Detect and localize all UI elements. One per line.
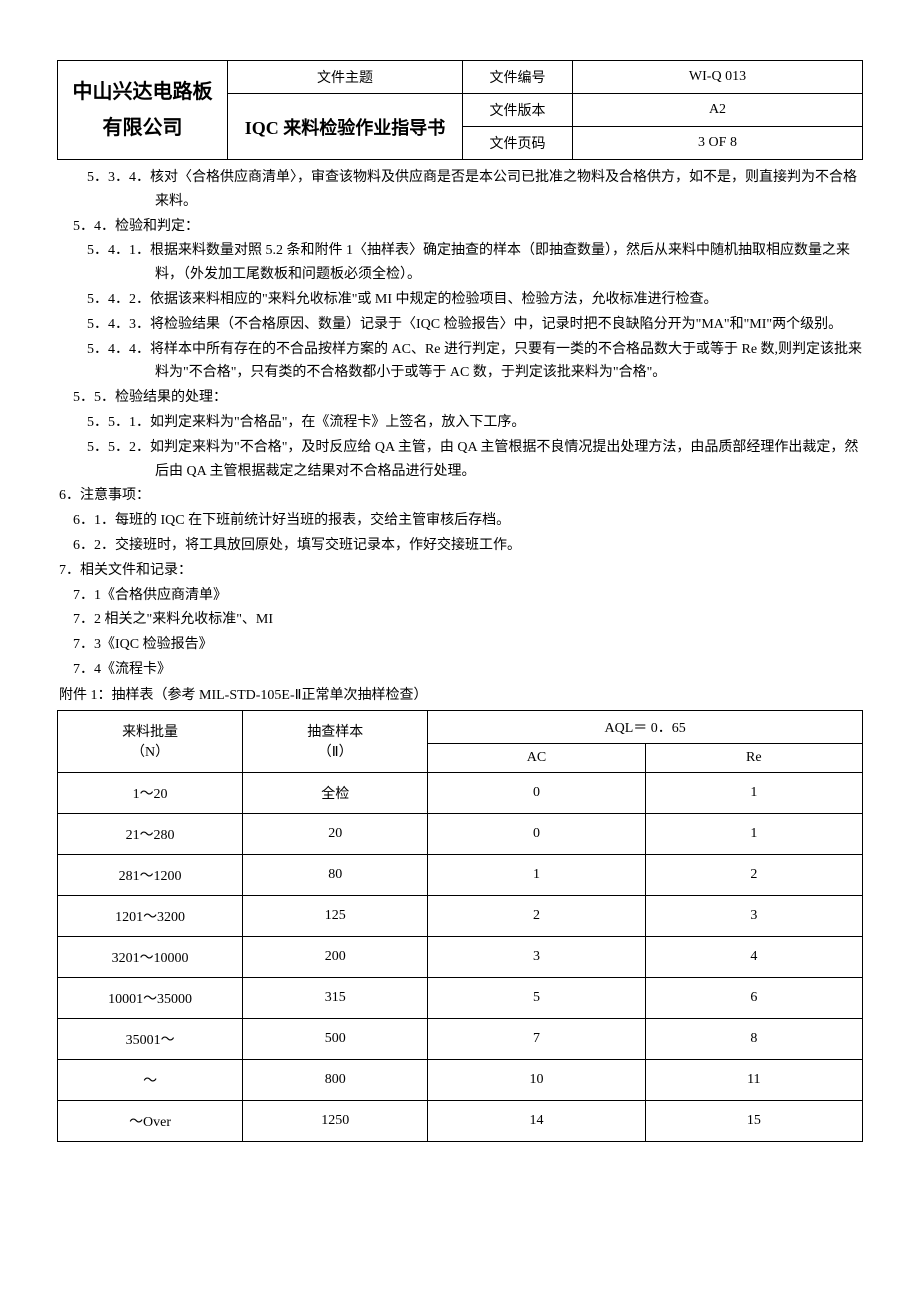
- cell-sample: 315: [243, 977, 428, 1018]
- cell-ac: 1: [428, 854, 645, 895]
- version-label: 文件版本: [463, 94, 573, 127]
- table-row: ～Over12501415: [58, 1100, 863, 1141]
- cell-ac: 3: [428, 936, 645, 977]
- cell-batch: 1～20: [58, 772, 243, 813]
- para-62: 6．2．交接班时，将工具放回原处，填写交班记录本，作好交接班工作。: [59, 534, 863, 558]
- page-value: 3 OF 8: [573, 127, 863, 160]
- table-row: 21～2802001: [58, 813, 863, 854]
- cell-re: 15: [645, 1100, 862, 1141]
- col-batch-header: 来料批量 （N）: [58, 710, 243, 772]
- cell-ac: 14: [428, 1100, 645, 1141]
- para-541: 5．4．1．根据来料数量对照 5.2 条和附件 1〈抽样表〉确定抽查的样本（即抽…: [59, 239, 863, 287]
- cell-sample: 500: [243, 1018, 428, 1059]
- col-batch-h2: （N）: [131, 745, 169, 760]
- para-534: 5．3．4．核对〈合格供应商清单〉，审查该物料及供应商是否是本公司已批准之物料及…: [59, 166, 863, 214]
- cell-re: 4: [645, 936, 862, 977]
- re-header: Re: [645, 743, 862, 772]
- cell-ac: 2: [428, 895, 645, 936]
- cell-sample: 1250: [243, 1100, 428, 1141]
- cell-batch: 1201～3200: [58, 895, 243, 936]
- document-title: IQC 来料检验作业指导书: [228, 94, 463, 160]
- cell-batch: ～: [58, 1059, 243, 1100]
- table-row: 10001～3500031556: [58, 977, 863, 1018]
- cell-ac: 5: [428, 977, 645, 1018]
- cell-sample: 200: [243, 936, 428, 977]
- cell-ac: 7: [428, 1018, 645, 1059]
- cell-re: 2: [645, 854, 862, 895]
- subject-label: 文件主题: [228, 61, 463, 94]
- appendix-title: 附件 1：抽样表（参考 MIL-STD-105E-Ⅱ正常单次抽样检查）: [59, 684, 863, 708]
- cell-batch: 10001～35000: [58, 977, 243, 1018]
- cell-ac: 0: [428, 772, 645, 813]
- col-sample-h2: （Ⅱ）: [318, 745, 353, 760]
- cell-batch: 21～280: [58, 813, 243, 854]
- para-542: 5．4．2．依据该来料相应的"来料允收标准"或 MI 中规定的检验项目、检验方法…: [59, 288, 863, 312]
- para-6: 6．注意事项：: [59, 484, 863, 508]
- table-row: 1～20全检01: [58, 772, 863, 813]
- cell-batch: 281～1200: [58, 854, 243, 895]
- para-74: 7．4《流程卡》: [59, 658, 863, 682]
- page-label: 文件页码: [463, 127, 573, 160]
- document-header-table: 中山兴达电路板有限公司 文件主题 文件编号 WI-Q 013 IQC 来料检验作…: [57, 60, 863, 160]
- para-72: 7．2 相关之"来料允收标准"、MI: [59, 608, 863, 632]
- sampling-table: 来料批量 （N） 抽查样本 （Ⅱ） AQL＝ 0．65 AC Re 1～20全检…: [57, 710, 863, 1142]
- table-row: ～8001011: [58, 1059, 863, 1100]
- para-543: 5．4．3．将检验结果（不合格原因、数量）记录于〈IQC 检验报告〉中，记录时把…: [59, 313, 863, 337]
- cell-re: 8: [645, 1018, 862, 1059]
- aql-header: AQL＝ 0．65: [428, 710, 863, 743]
- cell-sample: 80: [243, 854, 428, 895]
- para-71: 7．1《合格供应商清单》: [59, 584, 863, 608]
- cell-re: 1: [645, 772, 862, 813]
- cell-batch: 35001～: [58, 1018, 243, 1059]
- cell-ac: 10: [428, 1059, 645, 1100]
- para-73: 7．3《IQC 检验报告》: [59, 633, 863, 657]
- cell-ac: 0: [428, 813, 645, 854]
- col-batch-h1: 来料批量: [122, 725, 178, 740]
- para-552: 5．5．2．如判定来料为"不合格"，及时反应给 QA 主管，由 QA 主管根据不…: [59, 436, 863, 484]
- para-54: 5．4．检验和判定：: [59, 215, 863, 239]
- doc-no-label: 文件编号: [463, 61, 573, 94]
- cell-sample: 800: [243, 1059, 428, 1100]
- table-row: 3201～1000020034: [58, 936, 863, 977]
- table-row: 281～12008012: [58, 854, 863, 895]
- cell-batch: ～Over: [58, 1100, 243, 1141]
- para-551: 5．5．1．如判定来料为"合格品"，在《流程卡》上签名，放入下工序。: [59, 411, 863, 435]
- version-value: A2: [573, 94, 863, 127]
- cell-re: 11: [645, 1059, 862, 1100]
- col-sample-h1: 抽查样本: [307, 725, 363, 740]
- ac-header: AC: [428, 743, 645, 772]
- para-55: 5．5．检验结果的处理：: [59, 386, 863, 410]
- table-row: 1201～320012523: [58, 895, 863, 936]
- para-544: 5．4．4．将样本中所有存在的不合品按样方案的 AC、Re 进行判定，只要有一类…: [59, 338, 863, 386]
- para-7: 7．相关文件和记录：: [59, 559, 863, 583]
- cell-batch: 3201～10000: [58, 936, 243, 977]
- cell-sample: 全检: [243, 772, 428, 813]
- cell-re: 1: [645, 813, 862, 854]
- cell-re: 6: [645, 977, 862, 1018]
- table-row: 35001～50078: [58, 1018, 863, 1059]
- cell-sample: 125: [243, 895, 428, 936]
- para-61: 6．1．每班的 IQC 在下班前统计好当班的报表，交给主管审核后存档。: [59, 509, 863, 533]
- cell-sample: 20: [243, 813, 428, 854]
- cell-re: 3: [645, 895, 862, 936]
- doc-no-value: WI-Q 013: [573, 61, 863, 94]
- col-sample-header: 抽查样本 （Ⅱ）: [243, 710, 428, 772]
- company-name: 中山兴达电路板有限公司: [58, 61, 228, 160]
- document-body: 5．3．4．核对〈合格供应商清单〉，审查该物料及供应商是否是本公司已批准之物料及…: [57, 166, 863, 708]
